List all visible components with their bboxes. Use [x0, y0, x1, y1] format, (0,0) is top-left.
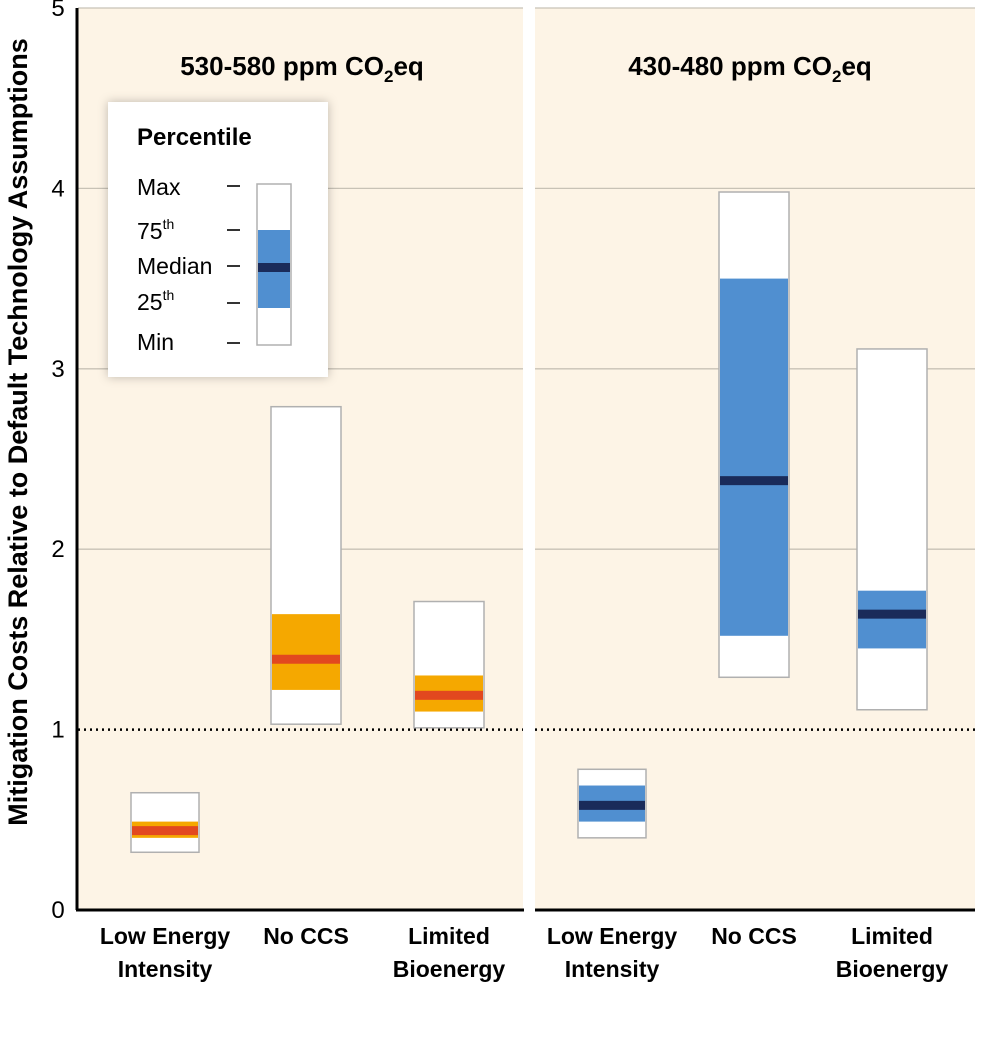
category-label: Limited: [408, 923, 490, 949]
category-label: Bioenergy: [393, 956, 506, 982]
box-plot: [130, 791, 200, 854]
legend-row-label: Min: [137, 329, 174, 355]
y-tick-label: 1: [51, 717, 64, 744]
median-bar: [272, 654, 340, 664]
median-bar: [132, 826, 198, 836]
category-label: No CCS: [263, 923, 349, 949]
median-bar: [415, 690, 483, 700]
median-bar: [720, 476, 788, 486]
box-plot: [270, 405, 342, 725]
category-label: Intensity: [118, 956, 213, 982]
legend-rows: Max 75th Median 25th Min: [137, 174, 240, 355]
y-tick-label: 4: [51, 175, 64, 202]
legend-row-label: 75th: [137, 216, 174, 244]
category-labels: Low Energy Intensity No CCS Limited Bioenerg…: [100, 923, 949, 982]
legend-swatch-median: [258, 263, 290, 272]
box-plot: [856, 348, 928, 711]
category-label: No CCS: [711, 923, 797, 949]
y-tick-label: 2: [51, 536, 64, 563]
box-plots: [130, 191, 928, 854]
median-bar: [858, 609, 926, 619]
legend-row-label: Median: [137, 253, 212, 279]
category-label: Low Energy: [100, 923, 231, 949]
iqr-box: [858, 590, 926, 649]
y-tick-label: 0: [51, 897, 64, 924]
box-plot: [718, 191, 790, 679]
category-label: Intensity: [565, 956, 660, 982]
box-plot: [413, 600, 485, 729]
legend-swatch: [256, 183, 292, 346]
legend-title: Percentile: [137, 124, 252, 151]
legend-row-label: 25th: [137, 287, 174, 315]
iqr-box: [720, 278, 788, 636]
y-tick-label: 3: [51, 356, 64, 383]
panel-title-530: 530-580 ppm CO2eq: [180, 51, 424, 86]
box-plot: [577, 768, 647, 839]
y-tick-labels: 0 1 2 3 4 5: [51, 0, 64, 924]
category-label: Low Energy: [547, 923, 678, 949]
category-label: Bioenergy: [836, 956, 949, 982]
iqr-box: [272, 614, 340, 690]
y-axis-label: Mitigation Costs Relative to Default Tec…: [3, 38, 33, 826]
legend: Percentile Max 75th Median 25th Min: [108, 102, 328, 377]
panel-title-430: 430-480 ppm CO2eq: [628, 51, 872, 86]
legend-row-label: Max: [137, 174, 181, 200]
category-label: Limited: [851, 923, 933, 949]
median-bar: [579, 800, 645, 810]
range-box: [856, 348, 928, 711]
y-tick-label: 5: [51, 0, 64, 22]
